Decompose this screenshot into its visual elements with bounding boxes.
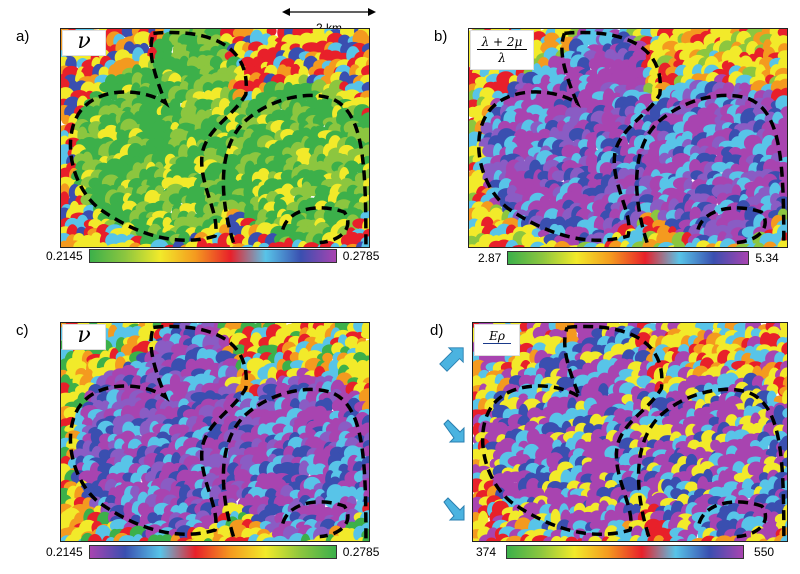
colorbar-b-min: 2.87 — [478, 251, 502, 265]
map-a-boundary-outline — [221, 93, 368, 245]
map-d-raster — [473, 323, 787, 541]
colorbar-a-min: 0.2145 — [46, 249, 83, 263]
panel-letter-d: d) — [430, 322, 444, 339]
panel-letter-a: a) — [16, 28, 30, 45]
map-panel-b — [468, 28, 788, 248]
colorbar-d: 374 550 — [476, 544, 774, 560]
panel-a-label: ν — [62, 30, 106, 56]
map-c-boundary-outline — [281, 500, 350, 539]
arrow-icon — [443, 419, 465, 443]
panel-d-label: Eρ — [474, 324, 520, 356]
map-c-boundary-outline — [221, 387, 368, 539]
scale-arrow-icon — [282, 8, 376, 16]
panel-c-label: ν — [62, 324, 106, 350]
colorbar-c-gradient — [88, 545, 337, 559]
colorbar-b-gradient — [507, 251, 750, 265]
map-a-raster — [61, 29, 369, 247]
map-d-boundary-outline — [697, 500, 768, 539]
arrow-icon — [439, 347, 464, 372]
arrow-icon — [443, 497, 465, 521]
map-b-boundary-outline — [696, 206, 767, 245]
colorbar-c-max: 0.2785 — [342, 545, 380, 559]
colorbar-a: 0.2145 0.2785 — [46, 248, 379, 264]
colorbar-d-max: 550 — [754, 545, 775, 559]
colorbar-c: 0.2145 0.2785 — [46, 544, 379, 560]
colorbar-c-min: 0.2145 — [46, 545, 83, 559]
colorbar-b: 2.87 5.34 — [478, 250, 779, 266]
panel-letter-b: b) — [434, 28, 448, 45]
panel-b-label-numerator: λ + 2μ — [477, 35, 527, 50]
colorbar-a-gradient — [88, 249, 337, 263]
map-c-boundary-outline — [68, 324, 248, 537]
map-panel-d — [472, 322, 788, 542]
map-b-raster — [469, 29, 787, 247]
panel-letter-c: c) — [16, 322, 29, 339]
colorbar-d-min: 374 — [476, 545, 497, 559]
map-a-boundary-outline — [68, 30, 248, 243]
map-a-boundary-outline — [281, 206, 350, 245]
map-panel-c — [60, 322, 370, 542]
colorbar-a-max: 0.2785 — [342, 249, 380, 263]
colorbar-d-gradient — [506, 545, 745, 559]
map-b-boundary-outline — [634, 93, 786, 245]
map-d-boundary-outline — [636, 387, 786, 539]
map-d-boundary-outline — [480, 324, 664, 537]
map-b-boundary-outline — [476, 30, 662, 243]
panel-b-label: λ + 2μ λ — [470, 30, 534, 70]
colorbar-b-max: 5.34 — [755, 251, 779, 265]
map-c-raster — [61, 323, 369, 541]
panel-d-label-numerator: Eρ — [483, 329, 511, 344]
panel-b-label-denominator: λ — [498, 51, 506, 65]
map-panel-a — [60, 28, 370, 248]
